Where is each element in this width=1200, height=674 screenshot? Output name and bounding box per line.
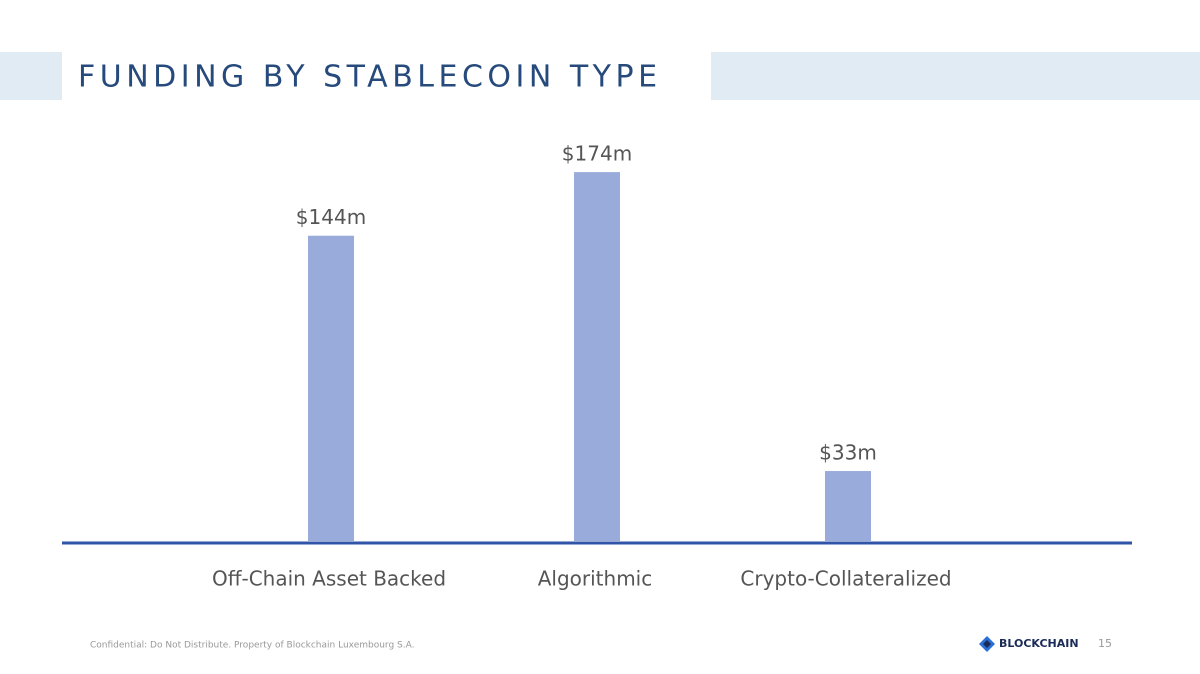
logo-text: BLOCKCHAIN <box>999 637 1079 650</box>
bar <box>825 471 871 541</box>
logo-icon <box>979 636 995 652</box>
slide-title: FUNDING BY STABLECOIN TYPE <box>78 60 662 95</box>
category-label: Off-Chain Asset Backed <box>212 567 446 591</box>
value-label: $33m <box>819 441 877 465</box>
bar <box>574 172 620 541</box>
header-band-left <box>0 52 62 100</box>
value-label: $144m <box>296 205 366 229</box>
category-label: Algorithmic <box>538 567 653 591</box>
category-label: Crypto-Collateralized <box>740 567 951 591</box>
value-label: $174m <box>562 142 632 166</box>
confidential-note: Confidential: Do Not Distribute. Propert… <box>90 641 414 651</box>
bar <box>308 235 354 541</box>
page-number: 15 <box>1098 637 1112 650</box>
header-band-right <box>711 52 1200 100</box>
